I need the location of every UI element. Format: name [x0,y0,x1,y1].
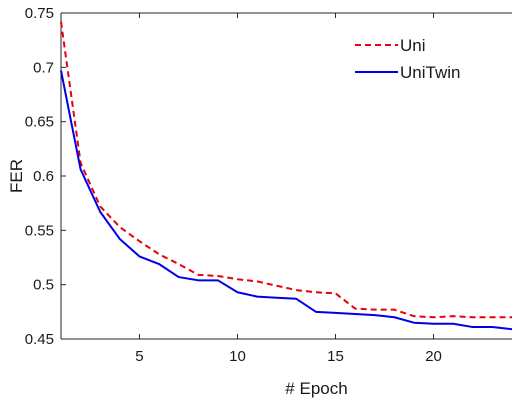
y-tick-label: 0.6 [33,168,54,185]
x-tick-label: 20 [425,348,442,365]
y-axis-label: FER [7,159,26,193]
x-axis-label: # Epoch [285,379,347,398]
y-tick-label: 0.45 [25,331,54,348]
legend-label-unitwin: UniTwin [400,63,460,82]
legend-label-uni: Uni [400,36,426,55]
x-tick-label: 10 [229,348,246,365]
series-line-uni [60,21,512,319]
x-tick-label: 5 [135,348,143,365]
y-tick-label: 0.65 [25,114,54,131]
y-tick-label: 0.7 [33,59,54,76]
y-tick-label: 0.5 [33,277,54,294]
legend: Uni UniTwin [355,36,460,82]
series-line-unitwin [60,70,512,331]
x-tick-label: 15 [327,348,344,365]
plot-area: 0.45 0.5 0.55 0.6 0.65 0.7 0.75 5 10 15 20 [25,5,512,365]
y-tick-label: 0.55 [25,222,54,239]
y-tick-label: 0.75 [25,5,54,22]
